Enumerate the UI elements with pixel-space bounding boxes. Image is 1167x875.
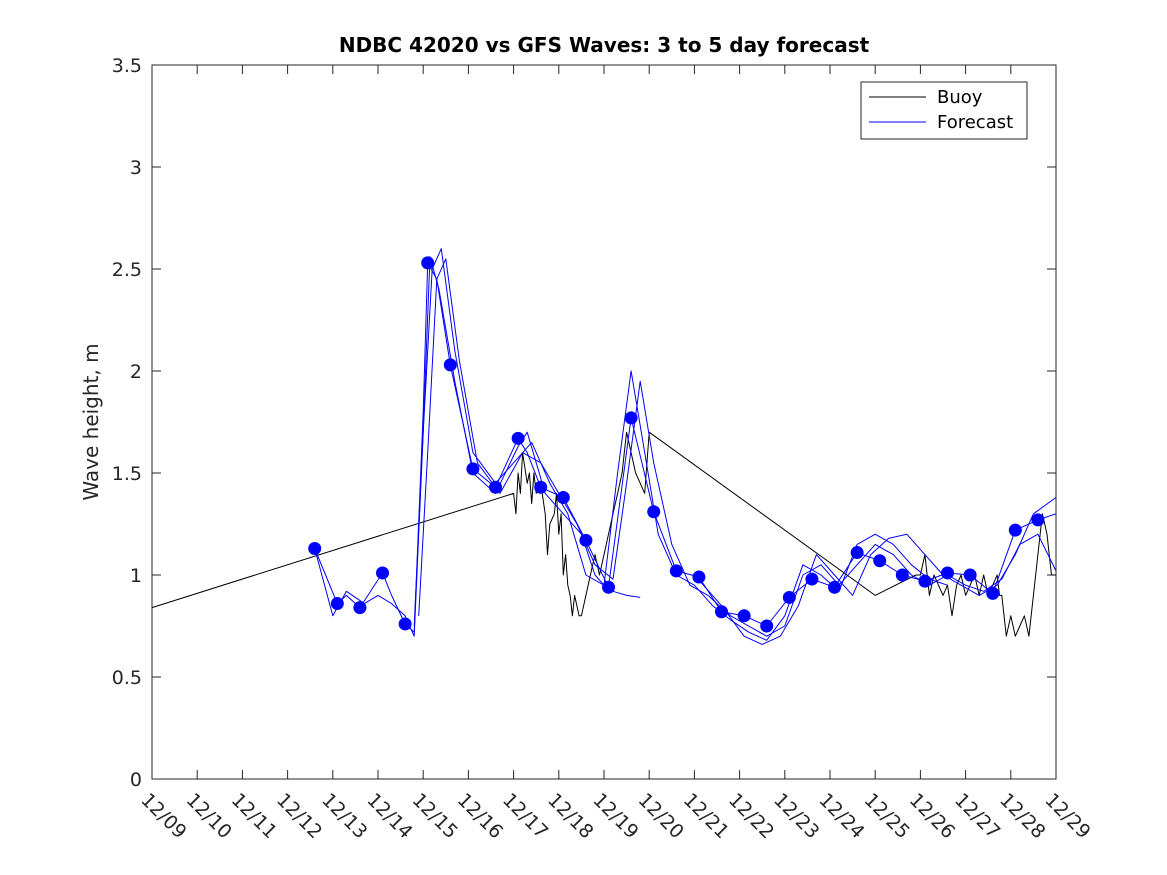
- x-tick-label: 12/21: [679, 789, 733, 843]
- x-tick-label: 12/15: [408, 789, 462, 843]
- forecast-marker: [534, 480, 548, 494]
- legend-buoy-label: Buoy: [937, 87, 983, 108]
- forecast-marker: [376, 566, 390, 580]
- x-tick-label: 12/14: [362, 789, 416, 843]
- x-tick-label: 12/10: [182, 789, 236, 843]
- y-axis-label: Wave height, m: [79, 343, 103, 500]
- y-tick-label: 2.5: [112, 259, 142, 281]
- y-tick-label: 0: [130, 769, 142, 791]
- forecast-marker: [918, 574, 932, 588]
- x-tick-label: 12/13: [317, 789, 371, 843]
- legend-box: [860, 81, 1028, 140]
- x-tick-label: 12/17: [498, 789, 552, 843]
- x-tick-label: 12/25: [860, 789, 914, 843]
- x-tick-label: 12/23: [769, 789, 823, 843]
- x-tick-label: 12/22: [724, 789, 778, 843]
- forecast-marker: [624, 411, 638, 425]
- forecast-marker: [715, 605, 729, 619]
- x-tick-label: 12/27: [950, 789, 1004, 843]
- forecast-marker: [1008, 523, 1022, 537]
- forecast-marker: [398, 617, 412, 631]
- forecast-marker: [850, 546, 864, 560]
- buoy-line: [151, 431, 1056, 637]
- x-tick-label: 12/28: [995, 789, 1049, 843]
- y-tick-label: 1.5: [112, 463, 142, 485]
- forecast-marker: [489, 480, 503, 494]
- forecast-line-3: [413, 248, 948, 641]
- forecast-marker: [873, 554, 887, 568]
- forecast-marker: [308, 541, 322, 555]
- forecast-marker: [805, 572, 819, 586]
- y-tick-label: 3.5: [112, 55, 142, 77]
- forecast-marker: [986, 586, 1000, 600]
- forecast-marker: [692, 570, 706, 584]
- marker-layer: [308, 256, 1045, 633]
- chart-title: NDBC 42020 vs GFS Waves: 3 to 5 day fore…: [339, 33, 870, 57]
- forecast-marker: [579, 533, 593, 547]
- forecast-marker: [1031, 513, 1045, 527]
- legend: Buoy Forecast: [860, 81, 1028, 140]
- forecast-marker: [466, 462, 480, 476]
- forecast-line-4: [418, 258, 1057, 645]
- series-layer: [151, 248, 1057, 645]
- forecast-marker: [353, 601, 367, 615]
- forecast-marker: [647, 505, 661, 519]
- x-tick-label: 12/11: [227, 789, 281, 843]
- legend-forecast-label: Forecast: [937, 112, 1013, 133]
- forecast-marker: [828, 580, 842, 594]
- x-tick-label: 12/18: [543, 789, 597, 843]
- forecast-marker: [443, 358, 457, 372]
- x-tick-label: 12/09: [136, 789, 190, 843]
- x-tick-label: 12/20: [634, 789, 688, 843]
- forecast-marker: [737, 609, 751, 623]
- forecast-marker: [941, 566, 955, 580]
- forecast-line-2: [314, 256, 641, 637]
- forecast-marker: [330, 597, 344, 611]
- forecast-marker: [782, 590, 796, 604]
- x-tick-label: 12/12: [272, 789, 326, 843]
- forecast-line-5: [694, 533, 1057, 637]
- y-tick-label: 1: [130, 565, 142, 587]
- y-tick-label: 0.5: [112, 667, 142, 689]
- x-tick-label: 12/24: [814, 789, 868, 843]
- forecast-marker: [421, 256, 435, 270]
- forecast-marker: [669, 564, 683, 578]
- forecast-marker: [511, 431, 525, 445]
- forecast-marker: [602, 580, 616, 594]
- y-tick-label: 2: [130, 361, 142, 383]
- x-tick-label: 12/26: [905, 789, 959, 843]
- forecast-marker: [963, 568, 977, 582]
- x-tick-label: 12/29: [1040, 789, 1094, 843]
- plot-area: [151, 64, 1057, 780]
- forecast-marker: [895, 568, 909, 582]
- x-tick-label: 12/16: [453, 789, 507, 843]
- forecast-marker: [556, 490, 570, 504]
- y-tick-label: 3: [130, 157, 142, 179]
- x-tick-label: 12/19: [588, 789, 642, 843]
- forecast-marker: [760, 619, 774, 633]
